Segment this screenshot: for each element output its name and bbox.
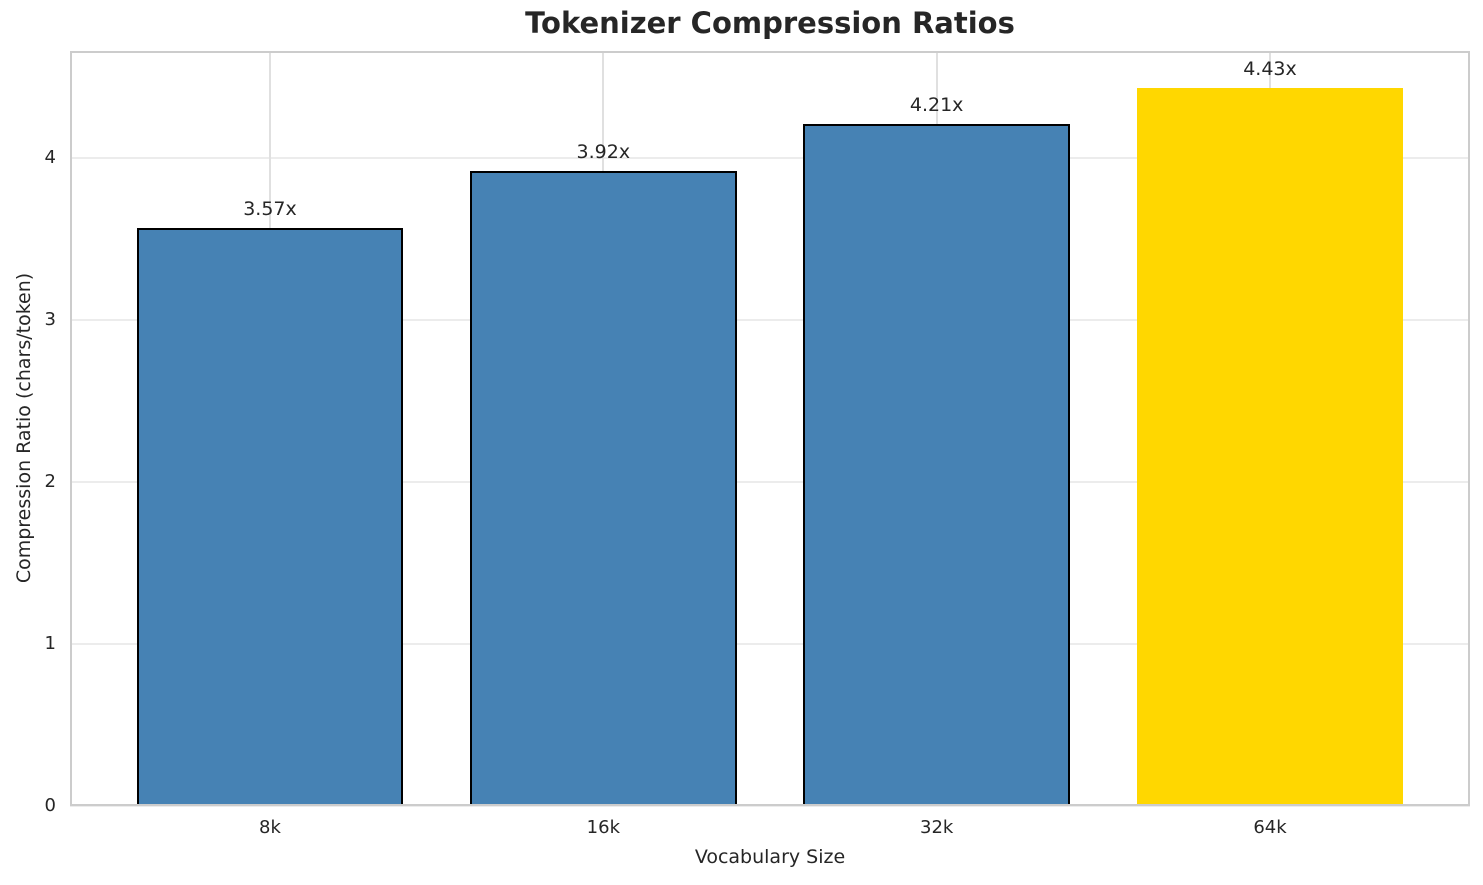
x-tick-label-64k: 64k (1253, 817, 1287, 838)
h-gridline-4 (70, 156, 1470, 159)
plot-area: 3.57x 3.92x 4.21x 4.43x (70, 51, 1470, 807)
y-tick-label-4: 4 (44, 146, 56, 168)
bar-value-label-16k: 3.92x (576, 140, 631, 163)
chart-title: Tokenizer Compression Ratios (525, 6, 1015, 40)
x-axis-label: Vocabulary Size (694, 846, 846, 868)
h-gridline-0 (70, 805, 1470, 807)
bar-8k (136, 227, 404, 806)
h-gridline-1 (70, 642, 1470, 645)
h-gridline-2 (70, 480, 1470, 483)
bar-16k (470, 170, 737, 806)
y-tick-label-3: 3 (44, 308, 56, 330)
bar-value-label-64k: 4.43x (1243, 58, 1297, 81)
y-tick-label-1: 1 (44, 632, 56, 654)
bar-32k (803, 123, 1070, 806)
y-tick-label-2: 2 (44, 470, 56, 492)
y-tick-label-0: 0 (44, 795, 56, 816)
x-tick-label-32k: 32k (919, 817, 954, 838)
x-tick-label-8k: 8k (259, 817, 281, 838)
bar-value-label-8k: 3.57x (243, 197, 297, 220)
h-gridline-3 (70, 318, 1470, 321)
bar-value-label-32k: 4.21x (909, 93, 964, 116)
x-tick-label-16k: 16k (586, 817, 620, 838)
bar-64k (1136, 88, 1404, 806)
